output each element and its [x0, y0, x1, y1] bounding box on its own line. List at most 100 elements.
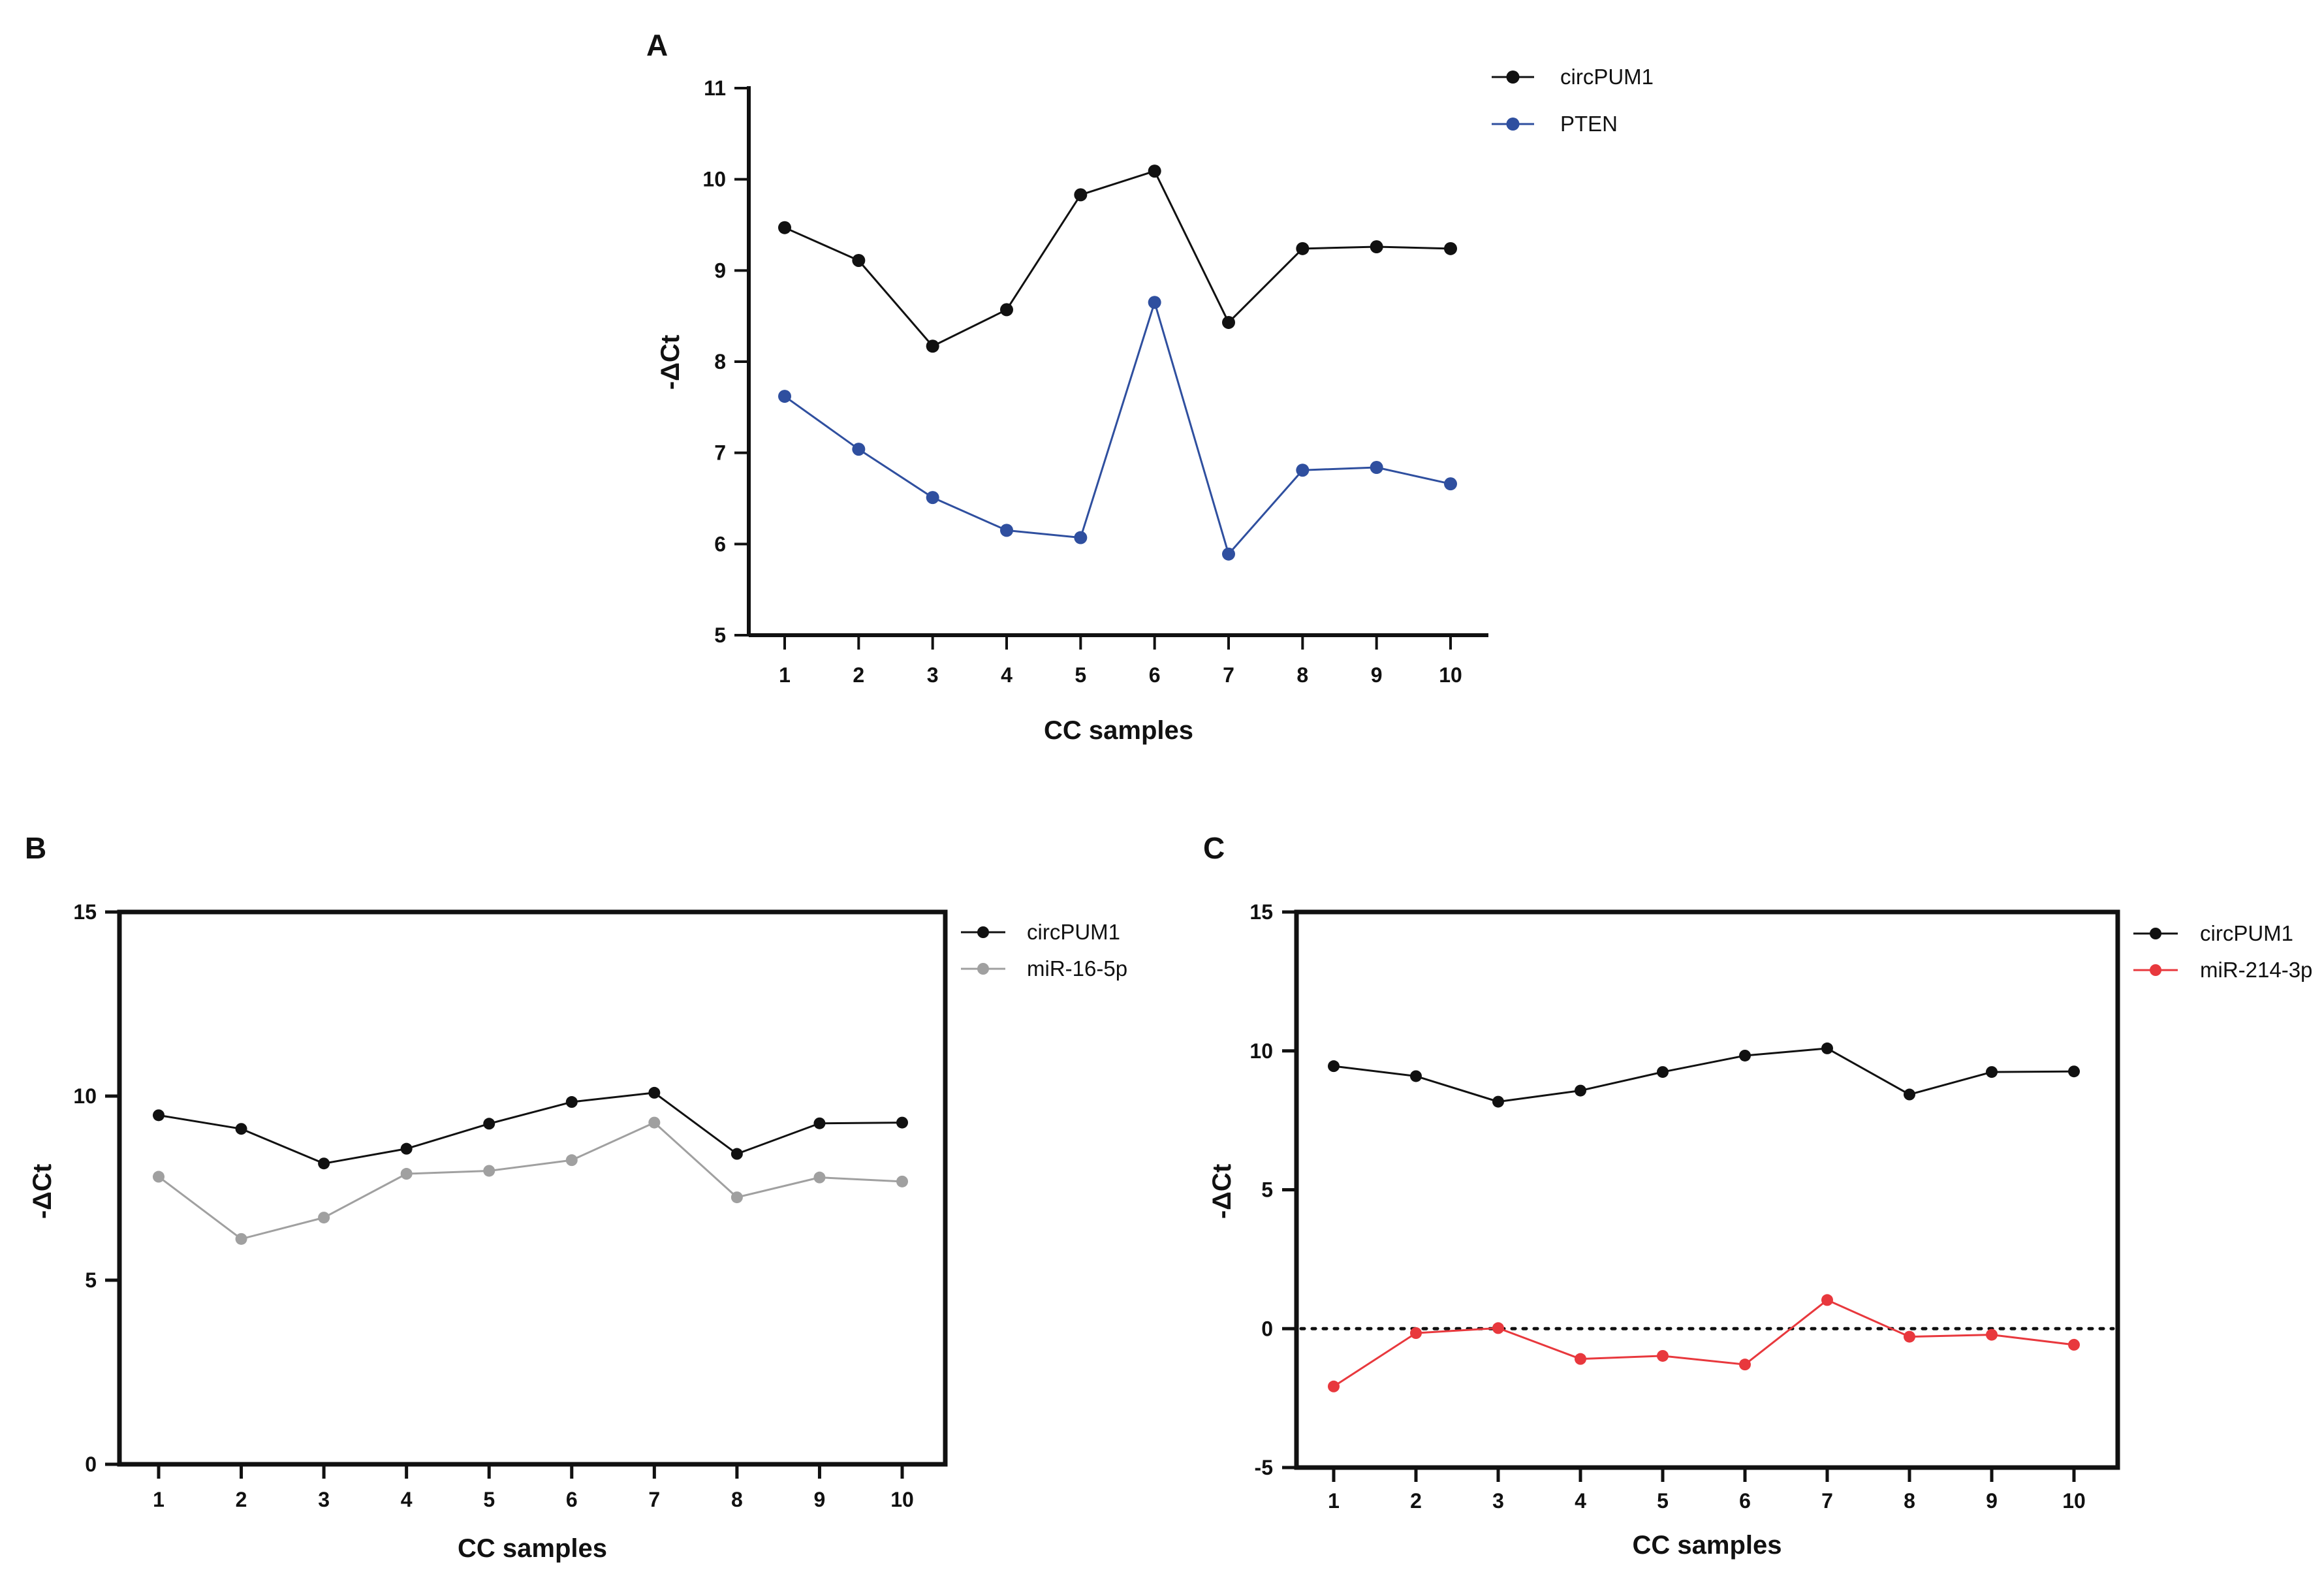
data-point-pten [778, 390, 791, 403]
y-tick-label: 10 [1249, 1039, 1273, 1063]
data-point-circpum1 [400, 1142, 413, 1155]
data-point-pten [1444, 477, 1457, 491]
y-tick-label: 8 [714, 350, 726, 373]
data-point-circpum1 [235, 1123, 247, 1135]
y-tick-label: 0 [1261, 1317, 1273, 1340]
data-point-mir-214-3p [1986, 1328, 1998, 1341]
panel-label-b: B [25, 831, 46, 865]
y-tick-label: 15 [1249, 900, 1273, 924]
data-point-circpum1 [1074, 188, 1088, 202]
data-point-circpum1 [1904, 1088, 1915, 1101]
data-point-circpum1 [1739, 1049, 1751, 1061]
data-point-pten [1222, 547, 1235, 561]
data-point-mir-214-3p [1492, 1322, 1504, 1334]
data-point-pten [1370, 461, 1383, 475]
data-point-circpum1 [1296, 242, 1310, 255]
data-point-circpum1 [896, 1116, 908, 1129]
panel-label-a: A [646, 28, 668, 62]
data-point-mir-16-5p [318, 1212, 330, 1224]
data-point-circpum1 [1492, 1095, 1504, 1108]
data-point-circpum1 [1410, 1070, 1422, 1082]
data-point-circpum1 [1370, 240, 1383, 254]
legend-label: circPUM1 [2200, 921, 2293, 945]
x-tick-label: 9 [814, 1488, 826, 1511]
data-point-circpum1 [1148, 165, 1161, 178]
x-tick-label: 5 [1657, 1489, 1669, 1513]
x-tick-label: 8 [1296, 663, 1308, 687]
x-tick-label: 9 [1986, 1489, 1998, 1513]
data-point-mir-16-5p [235, 1233, 247, 1245]
x-tick-label: 2 [853, 663, 864, 687]
data-point-mir-214-3p [1575, 1353, 1586, 1365]
data-point-mir-16-5p [483, 1165, 495, 1177]
x-tick-label: 4 [1001, 663, 1013, 687]
series-line-mir-16-5p [158, 1122, 903, 1240]
y-tick-label: 7 [714, 441, 726, 465]
x-tick-label: 9 [1371, 663, 1383, 687]
data-point-mir-16-5p [400, 1168, 413, 1180]
x-tick-label: 6 [566, 1488, 578, 1511]
x-tick-label: 1 [779, 663, 791, 687]
x-tick-label: 5 [1075, 663, 1086, 687]
legend-label: circPUM1 [1560, 65, 1654, 89]
data-point-circpum1 [1328, 1060, 1340, 1073]
legend-marker [977, 963, 989, 975]
data-point-mir-16-5p [565, 1154, 578, 1167]
y-tick-label: 15 [73, 900, 97, 924]
legend-marker [1506, 118, 1520, 131]
legend-label: miR-214-3p [2200, 958, 2312, 982]
data-point-circpum1 [813, 1117, 826, 1129]
x-tick-label: 2 [236, 1488, 247, 1511]
x-tick-label: 7 [1223, 663, 1234, 687]
data-point-mir-214-3p [1821, 1294, 1833, 1306]
data-point-circpum1 [1575, 1084, 1586, 1097]
chart-b: 0 5 10 15 1 2 3 4 5 6 7 8 9 10 CC samples -ΔCt circPUM1 m… [28, 900, 1127, 1563]
legend-marker [2150, 964, 2161, 976]
x-tick-label: 10 [2062, 1489, 2086, 1513]
data-point-pten [1148, 296, 1161, 309]
legend-marker [1506, 71, 1520, 84]
x-tick-label: 6 [1739, 1489, 1751, 1513]
data-point-mir-214-3p [1657, 1349, 1669, 1362]
series-line-circpum1 [1333, 1047, 2075, 1103]
series-line-circpum1 [158, 1092, 903, 1165]
x-tick-label: 10 [890, 1488, 914, 1511]
x-axis-title: CC samples [1044, 716, 1193, 745]
legend-marker [977, 926, 989, 938]
series-line-pten [784, 301, 1451, 556]
x-tick-label: 1 [153, 1488, 165, 1511]
data-point-circpum1 [1222, 315, 1235, 329]
x-tick-label: 7 [648, 1488, 660, 1511]
x-tick-label: 4 [1575, 1489, 1586, 1513]
panel-label-c: C [1203, 831, 1225, 865]
plot-frame [117, 909, 948, 1467]
data-point-mir-214-3p [1739, 1359, 1751, 1371]
data-point-mir-16-5p [730, 1191, 743, 1204]
data-point-circpum1 [1657, 1066, 1669, 1078]
data-point-circpum1 [153, 1109, 165, 1122]
x-tick-label: 4 [401, 1488, 413, 1511]
data-point-pten [1296, 464, 1310, 477]
x-tick-label: 3 [1492, 1489, 1504, 1513]
x-tick-label: 7 [1821, 1489, 1833, 1513]
data-point-circpum1 [926, 339, 939, 353]
x-tick-label: 6 [1149, 663, 1161, 687]
x-tick-label: 3 [318, 1488, 330, 1511]
x-tick-label: 8 [1904, 1489, 1915, 1513]
data-point-mir-16-5p [896, 1175, 908, 1187]
y-tick-label: 6 [714, 532, 726, 556]
y-tick-label: 9 [714, 259, 726, 282]
data-point-circpum1 [483, 1118, 495, 1130]
y-tick-label: -5 [1255, 1456, 1273, 1479]
data-point-pten [926, 491, 939, 505]
y-tick-label: 5 [1261, 1178, 1273, 1202]
y-tick-label: 10 [73, 1084, 97, 1108]
data-point-mir-16-5p [813, 1171, 826, 1184]
data-point-mir-16-5p [153, 1171, 165, 1183]
data-point-pten [1000, 524, 1013, 537]
data-point-circpum1 [1986, 1066, 1998, 1078]
x-axis-title: CC samples [1633, 1531, 1782, 1560]
data-point-circpum1 [318, 1157, 330, 1170]
data-point-circpum1 [852, 253, 866, 267]
